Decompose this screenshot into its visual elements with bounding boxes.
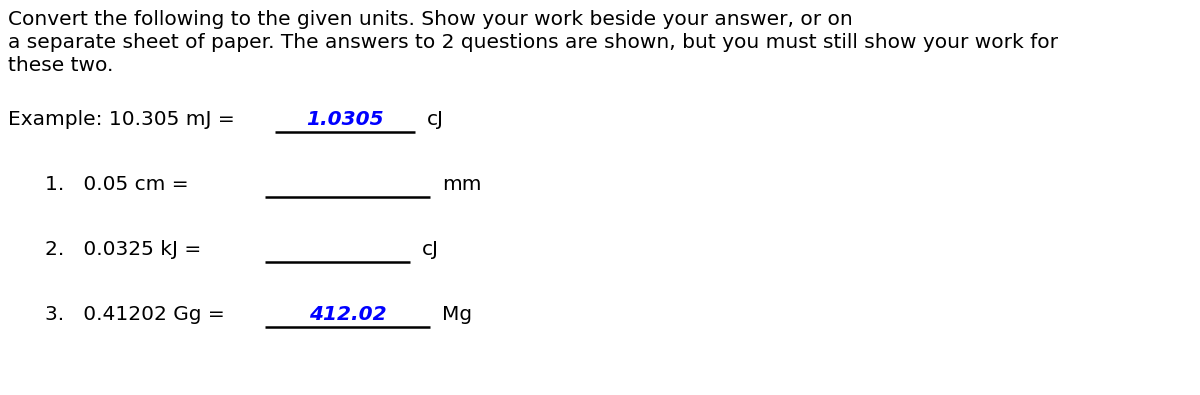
Text: 1.0305: 1.0305 [306, 110, 384, 129]
Text: these two.: these two. [8, 56, 113, 75]
Text: cJ: cJ [422, 240, 439, 259]
Text: cJ: cJ [427, 110, 444, 129]
Text: 2.   0.0325 kJ =: 2. 0.0325 kJ = [46, 240, 208, 259]
Text: Mg: Mg [442, 305, 472, 324]
Text: 1.   0.05 cm =: 1. 0.05 cm = [46, 175, 194, 194]
Text: mm: mm [442, 175, 481, 194]
Text: Example: 10.305 mJ =: Example: 10.305 mJ = [8, 110, 241, 129]
Text: Convert the following to the given units. Show your work beside your answer, or : Convert the following to the given units… [8, 10, 853, 29]
Text: 412.02: 412.02 [308, 305, 386, 324]
Text: 3.   0.41202 Gg =: 3. 0.41202 Gg = [46, 305, 232, 324]
Text: a separate sheet of paper. The answers to 2 questions are shown, but you must st: a separate sheet of paper. The answers t… [8, 33, 1058, 52]
